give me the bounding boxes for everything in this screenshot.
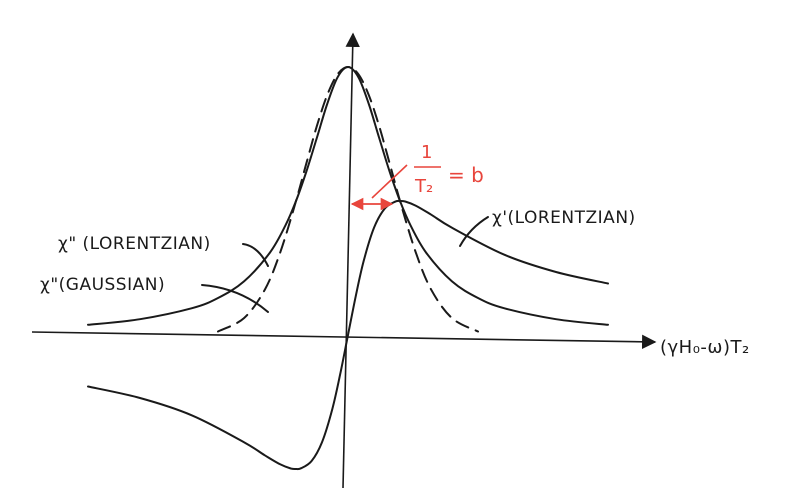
- x-axis: [31, 331, 657, 349]
- series-chi2-gaussian: [217, 66, 479, 333]
- leader-chi1-lorentzian: [459, 216, 489, 247]
- annotation-numerator: 1: [421, 142, 432, 163]
- x-axis-label: (γH₀-ω)T₂: [660, 337, 750, 358]
- label-chi2-lorentzian: χ" (LORENTZIAN): [58, 234, 211, 254]
- label-chi2-gaussian: χ"(GAUSSIAN): [40, 275, 165, 295]
- annotation-leader: [371, 164, 408, 199]
- y-axis: [342, 32, 360, 489]
- annotation-rhs: = b: [448, 163, 484, 187]
- label-chi1-lorentzian: χ'(LORENTZIAN): [492, 208, 636, 228]
- leader-chi2-lorentzian: [242, 243, 269, 267]
- leader-chi2-gaussian: [201, 284, 269, 313]
- annotation-denominator: T₂: [414, 176, 433, 197]
- series-chi1-lorentzian: [87, 199, 609, 471]
